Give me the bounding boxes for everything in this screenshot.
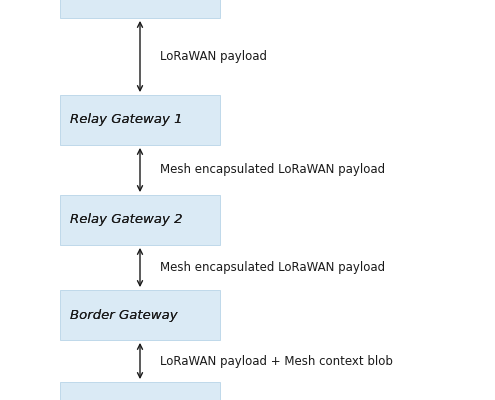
Text: Mesh encapsulated LoRaWAN payload: Mesh encapsulated LoRaWAN payload <box>160 164 385 176</box>
Text: Border Gateway: Border Gateway <box>70 308 178 322</box>
Text: Relay Gateway 2: Relay Gateway 2 <box>70 214 183 226</box>
Text: Relay Gateway 1: Relay Gateway 1 <box>70 114 183 126</box>
Bar <box>60 290 220 340</box>
Text: Mesh encapsulated LoRaWAN payload: Mesh encapsulated LoRaWAN payload <box>160 261 385 274</box>
Text: Relay Gateway 1: Relay Gateway 1 <box>70 114 183 126</box>
Text: LoRaWAN payload: LoRaWAN payload <box>160 50 267 63</box>
Bar <box>60 195 220 245</box>
Bar <box>60 382 220 400</box>
Bar <box>60 95 220 145</box>
Text: Border Gateway: Border Gateway <box>70 308 178 322</box>
Bar <box>60 0 220 18</box>
Text: LoRaWAN payload + Mesh context blob: LoRaWAN payload + Mesh context blob <box>160 354 393 368</box>
Text: Relay Gateway 2: Relay Gateway 2 <box>70 214 183 226</box>
